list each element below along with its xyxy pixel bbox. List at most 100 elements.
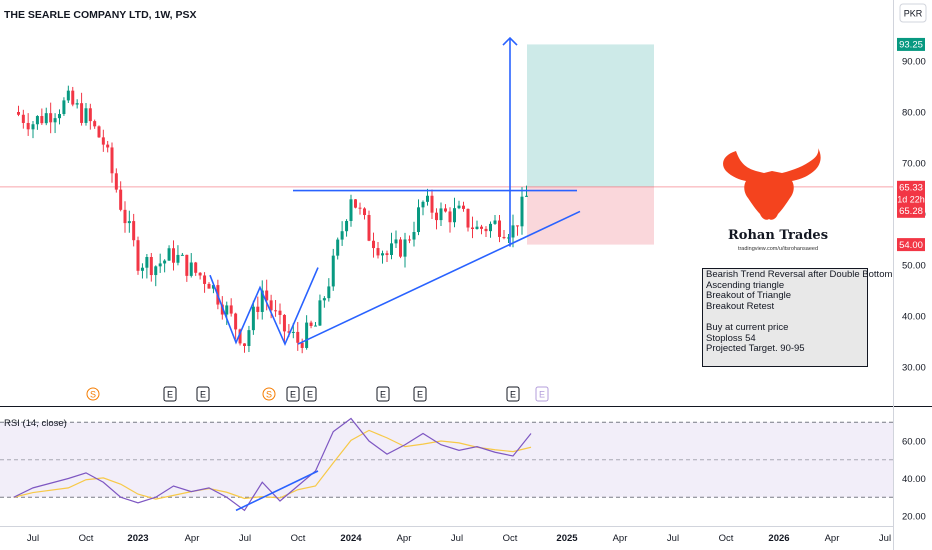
candle-body[interactable]	[274, 310, 278, 312]
candle-body[interactable]	[439, 208, 443, 221]
candle-body[interactable]	[462, 205, 465, 209]
candle-body[interactable]	[211, 285, 215, 289]
candle-body[interactable]	[119, 189, 123, 210]
candle-body[interactable]	[136, 240, 140, 271]
candle-body[interactable]	[149, 257, 153, 276]
candle-body[interactable]	[493, 220, 497, 224]
triangle-support-line[interactable]	[297, 210, 581, 345]
candle-body[interactable]	[426, 195, 429, 202]
candle-body[interactable]	[305, 322, 309, 348]
candle-body[interactable]	[448, 211, 452, 223]
candle-body[interactable]	[354, 199, 357, 208]
candle-body[interactable]	[403, 239, 407, 257]
candle-body[interactable]	[372, 240, 375, 249]
candle-body[interactable]	[282, 314, 286, 332]
candle-body[interactable]	[516, 225, 519, 227]
candle-body[interactable]	[62, 100, 66, 115]
candle-body[interactable]	[88, 108, 92, 122]
candle-body[interactable]	[71, 90, 75, 105]
candle-body[interactable]	[475, 226, 479, 229]
split-event-marker[interactable]	[262, 387, 276, 401]
candle-body[interactable]	[49, 113, 53, 123]
candle-body[interactable]	[336, 239, 340, 256]
candle-body[interactable]	[385, 253, 389, 255]
earnings-event-marker[interactable]	[163, 386, 177, 402]
candle-body[interactable]	[145, 257, 149, 268]
candle-body[interactable]	[140, 267, 144, 271]
candle-body[interactable]	[331, 255, 335, 287]
candle-body[interactable]	[322, 298, 326, 301]
candle-body[interactable]	[110, 147, 114, 174]
candle-body[interactable]	[189, 262, 193, 276]
candle-body[interactable]	[471, 227, 474, 229]
candle-body[interactable]	[207, 283, 211, 289]
candle-body[interactable]	[167, 248, 171, 261]
candle-body[interactable]	[502, 236, 506, 239]
candle-body[interactable]	[58, 114, 61, 119]
candle-body[interactable]	[225, 305, 229, 315]
candle-body[interactable]	[127, 221, 131, 224]
candlestick-series[interactable]	[17, 85, 528, 354]
rsi-moving-average-line[interactable]	[13, 429, 532, 500]
candle-body[interactable]	[349, 199, 353, 221]
candle-body[interactable]	[430, 195, 434, 213]
candle-body[interactable]	[97, 126, 101, 138]
candle-body[interactable]	[220, 304, 224, 315]
candle-body[interactable]	[327, 286, 331, 299]
candle-body[interactable]	[408, 239, 411, 241]
candle-body[interactable]	[247, 330, 251, 346]
candle-body[interactable]	[132, 221, 136, 241]
candle-body[interactable]	[444, 208, 447, 212]
candle-body[interactable]	[256, 306, 260, 312]
split-event-marker[interactable]	[86, 387, 100, 401]
candle-body[interactable]	[229, 305, 233, 314]
candle-body[interactable]	[93, 121, 97, 127]
candle-body[interactable]	[466, 208, 470, 228]
candle-body[interactable]	[498, 220, 501, 237]
candle-body[interactable]	[520, 196, 524, 227]
candle-body[interactable]	[296, 331, 300, 343]
candle-body[interactable]	[172, 248, 175, 263]
currency-button[interactable]	[899, 3, 927, 23]
candle-body[interactable]	[381, 253, 384, 256]
candle-body[interactable]	[44, 113, 48, 124]
candle-body[interactable]	[525, 195, 528, 197]
candle-body[interactable]	[453, 208, 456, 223]
candle-body[interactable]	[17, 112, 20, 115]
candle-body[interactable]	[198, 272, 202, 276]
candle-body[interactable]	[154, 266, 158, 276]
earnings-event-marker[interactable]	[506, 386, 520, 402]
candle-body[interactable]	[394, 239, 398, 244]
candle-body[interactable]	[21, 114, 25, 123]
candle-body[interactable]	[251, 306, 255, 331]
candle-body[interactable]	[53, 118, 57, 123]
candle-body[interactable]	[291, 331, 295, 333]
candle-body[interactable]	[309, 322, 313, 326]
candle-body[interactable]	[412, 232, 416, 240]
candle-body[interactable]	[376, 248, 380, 256]
candle-body[interactable]	[511, 225, 515, 238]
candle-body[interactable]	[123, 209, 127, 224]
earnings-event-marker[interactable]	[376, 386, 390, 402]
candle-body[interactable]	[194, 262, 198, 273]
long-position-loss-zone[interactable]	[527, 186, 654, 245]
earnings-event-marker[interactable]	[196, 386, 210, 402]
candle-body[interactable]	[507, 237, 510, 239]
candle-body[interactable]	[163, 260, 167, 264]
candle-body[interactable]	[345, 220, 349, 232]
candle-body[interactable]	[31, 124, 35, 130]
candle-body[interactable]	[203, 275, 207, 284]
candle-body[interactable]	[243, 343, 246, 346]
candle-body[interactable]	[480, 226, 483, 229]
candle-body[interactable]	[101, 137, 105, 145]
long-position-profit-zone[interactable]	[527, 44, 654, 187]
rsi-line[interactable]	[13, 417, 532, 512]
trade-idea-note[interactable]: Bearish Trend Reversal after Double Bott…	[702, 268, 892, 367]
candle-body[interactable]	[318, 300, 322, 326]
candle-body[interactable]	[180, 254, 184, 256]
candle-body[interactable]	[260, 290, 264, 312]
candle-body[interactable]	[399, 239, 402, 257]
candle-body[interactable]	[265, 290, 269, 301]
candle-body[interactable]	[75, 103, 79, 105]
